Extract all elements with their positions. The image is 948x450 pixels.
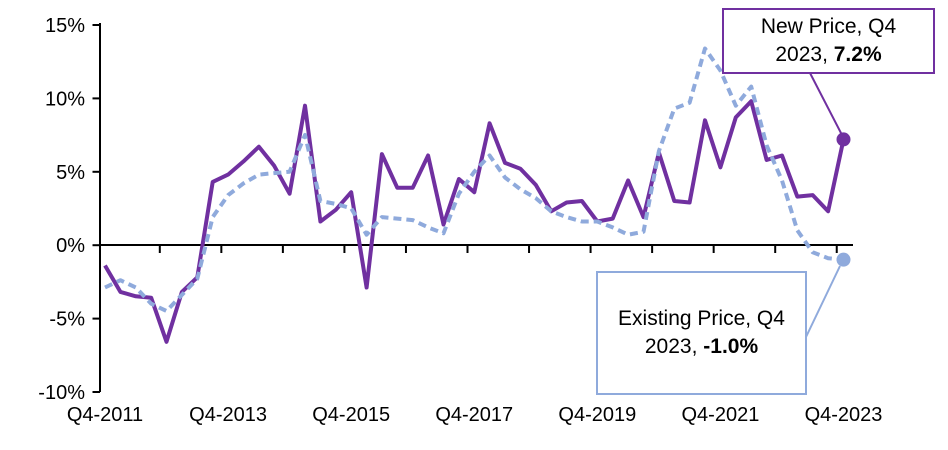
- series-line-new-price: [103, 99, 846, 344]
- y-tick-label: -10%: [38, 382, 85, 404]
- y-tick-label: 15%: [45, 15, 85, 37]
- end-dot-new-price: [836, 132, 851, 147]
- x-tick-label: Q4-2013: [189, 404, 267, 426]
- callout-new-price-value: 7.2%: [833, 43, 882, 66]
- y-tick-label: -5%: [49, 309, 85, 331]
- x-tick-label: Q4-2011: [67, 404, 143, 426]
- x-tick-label: Q4-2015: [312, 404, 390, 426]
- y-tick-label: 0%: [56, 235, 85, 257]
- callout-existing-price-line2: 2023, -1.0%: [645, 333, 758, 361]
- y-tick-label: 5%: [56, 162, 85, 184]
- x-tick-label: Q4-2017: [435, 404, 513, 426]
- x-tick-label: Q4-2023: [805, 404, 883, 426]
- x-tick-label: Q4-2019: [558, 404, 636, 426]
- y-tick-label: 10%: [45, 88, 85, 110]
- callout-new-price-line2-prefix: 2023,: [775, 43, 834, 66]
- leader-existing-price: [805, 265, 841, 338]
- callout-existing-price-line2-prefix: 2023,: [644, 335, 704, 358]
- series-line-existing-price: [104, 46, 844, 313]
- callout-new-price: New Price, Q4 2023, 7.2%: [722, 8, 935, 74]
- end-dot-existing-price: [836, 252, 851, 267]
- callout-new-price-line2: 2023, 7.2%: [775, 41, 881, 69]
- callout-existing-price-value: -1.0%: [703, 335, 759, 358]
- callout-existing-price-line1: Existing Price, Q4: [618, 307, 785, 331]
- callout-new-price-line1: New Price, Q4: [760, 15, 897, 39]
- leader-new-price: [809, 72, 843, 136]
- x-tick-label: Q4-2021: [681, 404, 759, 426]
- callout-existing-price: Existing Price, Q4 2023, -1.0%: [596, 271, 807, 395]
